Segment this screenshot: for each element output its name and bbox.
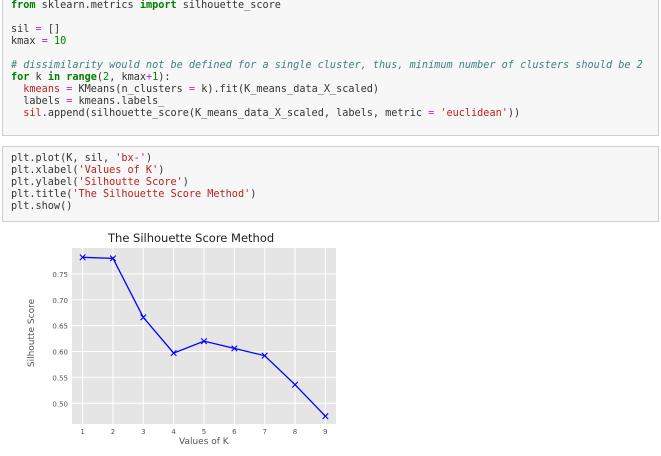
- chart-svg: 0.50 0.55 0.60 0.65 0.70 0.75 1 2 3 4 5 6 7 8 9: [52, 248, 336, 436]
- x-tick-label: 6: [232, 428, 237, 436]
- code-line: plt.plot(K, sil, 'bx-'): [11, 153, 153, 164]
- y-tick-label: 0.75: [52, 271, 68, 279]
- x-tick-label: 5: [202, 428, 206, 436]
- x-tick-label: 3: [141, 428, 145, 436]
- data-point-marker: [79, 254, 86, 261]
- x-tick-label: 9: [323, 428, 327, 436]
- y-axis-label: Silhoutte Score: [27, 298, 38, 368]
- x-tick-label: 7: [262, 428, 266, 436]
- code-line: plt.title('The Silhouette Score Method'): [11, 189, 257, 200]
- y-tick-label: 0.70: [52, 297, 68, 305]
- x-tick-label: 2: [111, 428, 115, 436]
- data-point-marker: [200, 337, 208, 345]
- y-tick-label: 0.55: [52, 374, 68, 382]
- code-line: for k in range(2, kmax+1):: [11, 72, 171, 83]
- code-line: plt.show(): [11, 201, 73, 212]
- data-point-marker: [140, 314, 147, 321]
- data-point-marker: [231, 345, 238, 352]
- code-line: sil = []: [11, 24, 61, 35]
- x-tick-label: 1: [80, 428, 84, 436]
- chart-title: The Silhouette Score Method: [108, 231, 275, 245]
- x-tick-label: 8: [293, 428, 297, 436]
- code-cell-2[interactable]: plt.plot(K, sil, 'bx-') plt.xlabel('Valu…: [2, 146, 659, 222]
- code-line: from sklearn.metrics import silhouette_s…: [11, 0, 281, 11]
- code-line: # dissimilarity would not be defined for…: [11, 60, 643, 71]
- data-point-marker: [261, 352, 268, 359]
- code-cell-1[interactable]: from sklearn.metrics import silhouette_s…: [2, 0, 659, 136]
- data-point-marker: [109, 255, 117, 262]
- x-tick-label: 4: [171, 428, 176, 436]
- y-tick-label: 0.60: [52, 349, 68, 357]
- code-line: kmax = 10: [11, 36, 67, 47]
- code-line: kmeans = KMeans(n_clusters = k).fit(K_me…: [23, 84, 380, 95]
- data-point-marker: [291, 381, 299, 388]
- x-axis-label: Values of K: [179, 437, 229, 447]
- code-line: sil.append(silhouette_score(K_means_data…: [23, 108, 521, 119]
- data-point-marker: [322, 413, 329, 420]
- y-tick-label: 0.50: [52, 400, 68, 408]
- y-tick-label: 0.65: [52, 323, 68, 331]
- code-line: labels = kmeans.labels_: [11, 96, 165, 107]
- code-line: plt.xlabel('Values of K'): [11, 165, 165, 176]
- code-token: import: [139, 0, 177, 11]
- code-line: plt.ylabel('Silhoutte Score'): [11, 177, 189, 188]
- output-chart: The Silhouette Score Method 0.50 0.55 0.60…: [27, 226, 348, 454]
- data-point-marker: [170, 349, 177, 357]
- code-token: from: [11, 0, 36, 11]
